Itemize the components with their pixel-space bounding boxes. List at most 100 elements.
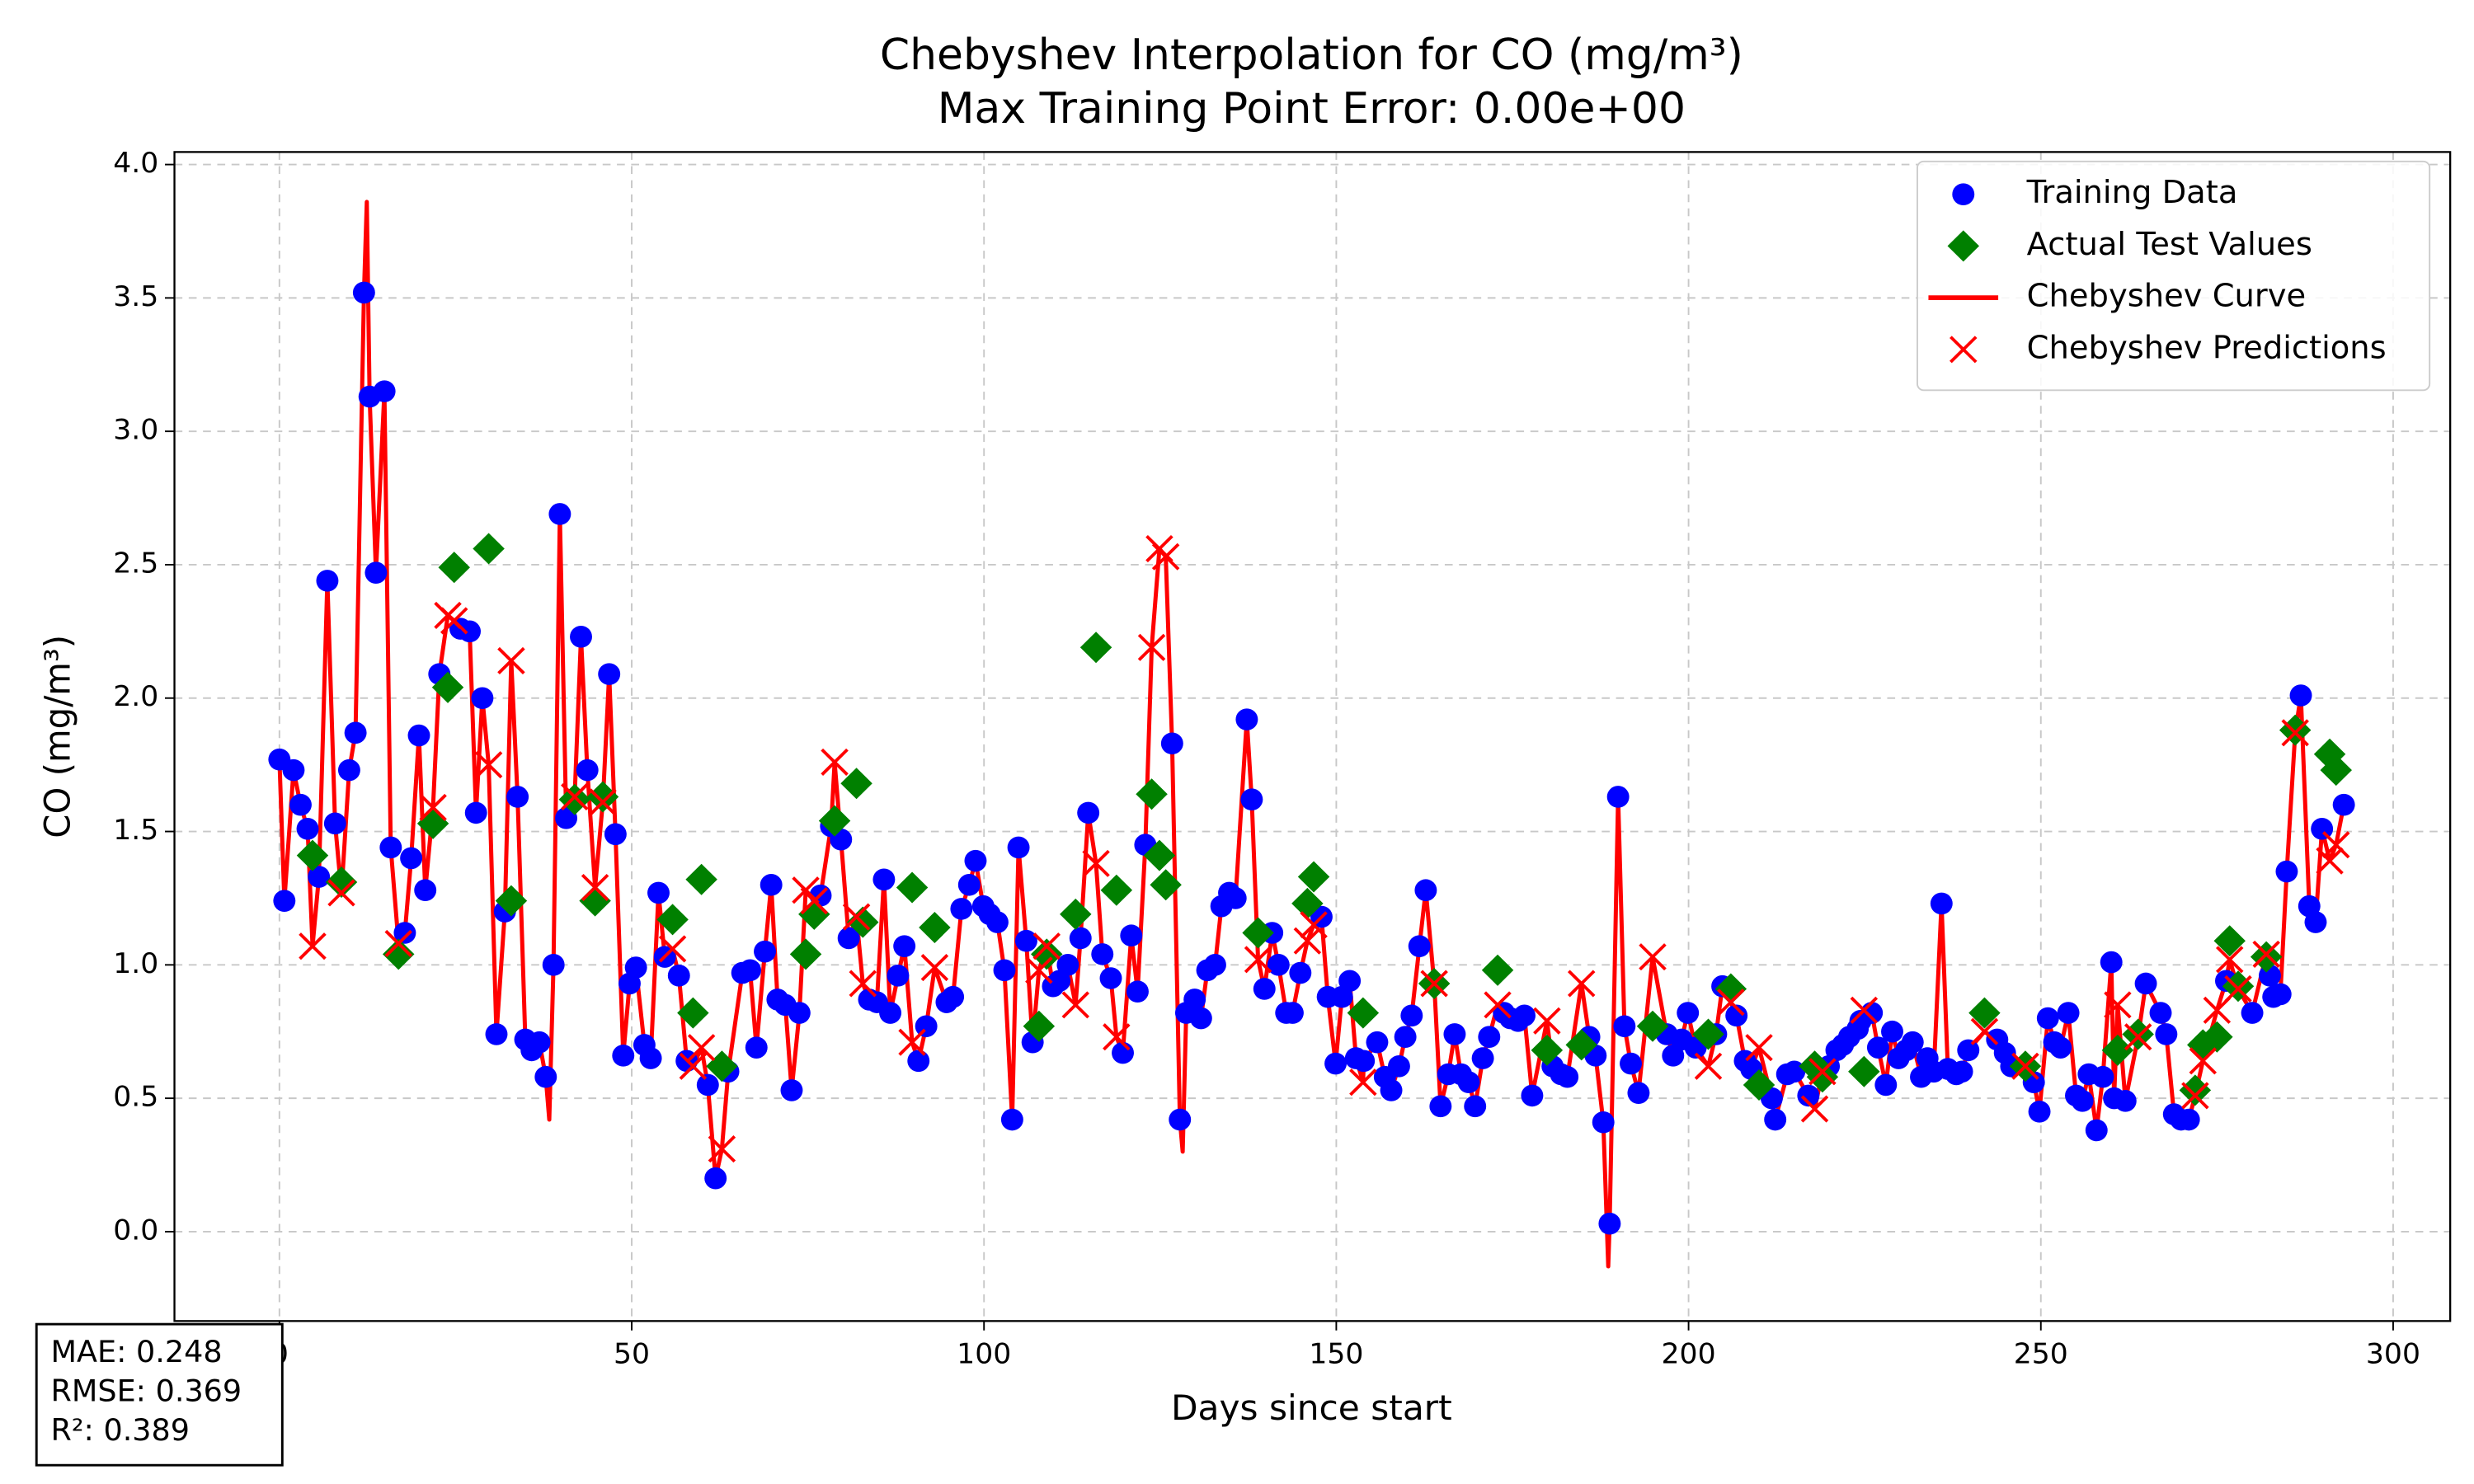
training-point xyxy=(1950,1060,1973,1083)
training-point xyxy=(1394,1026,1417,1049)
training-point xyxy=(1015,929,1037,952)
stat-text: R²: 0.389 xyxy=(51,1412,190,1448)
x-tick-label: 150 xyxy=(1309,1338,1363,1371)
training-point xyxy=(598,663,621,685)
training-point xyxy=(2241,1002,2264,1024)
training-point xyxy=(887,964,910,987)
training-point xyxy=(957,873,981,896)
training-point xyxy=(379,836,402,859)
chart-title: Chebyshev Interpolation for CO (mg/m³) xyxy=(880,31,1743,81)
training-point xyxy=(1387,1054,1410,1078)
x-tick-label: 100 xyxy=(957,1338,1011,1371)
test-point xyxy=(2201,1021,2233,1053)
training-point xyxy=(352,281,375,304)
prediction-point xyxy=(589,788,617,816)
y-axis-label: CO (mg/m³) xyxy=(37,635,78,838)
training-point xyxy=(534,1065,557,1088)
training-point xyxy=(1930,892,1953,915)
test-point xyxy=(1848,1055,1880,1087)
training-point xyxy=(2289,684,2312,707)
training-point xyxy=(667,964,690,987)
training-point xyxy=(1056,954,1079,976)
training-point xyxy=(942,985,965,1008)
training-point xyxy=(1677,1002,1700,1024)
training-point xyxy=(2134,972,2157,995)
training-point xyxy=(1606,786,1630,808)
y-tick-label: 2.0 xyxy=(113,680,158,713)
prediction-point xyxy=(384,929,412,958)
prediction-point xyxy=(1103,1023,1131,1051)
training-point xyxy=(1881,1020,1903,1043)
training-point xyxy=(745,1036,768,1059)
test-point xyxy=(1743,1068,1776,1101)
training-point xyxy=(548,503,571,525)
training-point xyxy=(1338,970,1362,993)
axes: 0501001502002503000.00.51.01.52.02.53.03… xyxy=(113,147,2420,1370)
prediction-point xyxy=(658,935,687,963)
training-point xyxy=(365,561,388,584)
training-point xyxy=(393,922,416,944)
prediction-point xyxy=(1808,1058,1837,1086)
training-point xyxy=(1478,1026,1501,1049)
training-point xyxy=(273,890,296,912)
legend: Training Data Actual Test Values Chebyshev… xyxy=(1917,160,2431,392)
test-point xyxy=(840,768,872,800)
legend-label: Actual Test Values xyxy=(2027,227,2312,263)
test-point xyxy=(1242,917,1274,949)
prediction-point xyxy=(920,954,949,982)
training-point xyxy=(1183,989,1206,1011)
training-point xyxy=(696,1073,719,1097)
training-point xyxy=(1866,1036,1889,1059)
stat-text: MAE: 0.248 xyxy=(51,1334,223,1369)
prediction-point xyxy=(708,1135,736,1163)
test-point xyxy=(579,885,611,917)
training-point xyxy=(400,847,423,870)
training-point xyxy=(837,927,860,950)
training-point xyxy=(308,866,331,888)
training-point xyxy=(1091,943,1114,965)
training-point xyxy=(506,786,529,808)
chart-subtitle: Max Training Point Error: 0.00e+00 xyxy=(938,84,1686,134)
prediction-point xyxy=(1717,989,1745,1017)
training-point xyxy=(704,1167,727,1190)
prediction-point xyxy=(1082,849,1110,877)
training-point xyxy=(2332,793,2355,816)
prediction-point xyxy=(2203,996,2232,1024)
prediction-point xyxy=(474,751,503,779)
test-point xyxy=(818,805,851,837)
training-point xyxy=(289,793,312,816)
prediction-point xyxy=(497,646,525,674)
test-point xyxy=(473,533,505,565)
training-point xyxy=(282,758,305,782)
training-point xyxy=(1203,954,1226,976)
training-point xyxy=(542,954,565,976)
prediction-point xyxy=(1533,1007,1561,1035)
training-point xyxy=(754,940,776,963)
training-point xyxy=(1627,1082,1650,1104)
test-point xyxy=(2320,754,2352,787)
prediction-point xyxy=(687,1034,716,1062)
training-point xyxy=(337,758,360,782)
x-tick-label: 300 xyxy=(2366,1338,2420,1371)
plot-frame xyxy=(173,151,2452,1322)
y-tick-label: 0.0 xyxy=(113,1214,158,1247)
training-point xyxy=(1281,1002,1304,1024)
prediction-point xyxy=(327,879,355,907)
training-point xyxy=(576,758,599,782)
prediction-point xyxy=(1137,633,1166,661)
test-point xyxy=(1100,874,1133,906)
training-point xyxy=(1099,967,1122,989)
training-point xyxy=(950,898,973,920)
prediction-point xyxy=(1639,943,1667,971)
training-point xyxy=(1464,1095,1487,1118)
training-point xyxy=(1443,1023,1466,1045)
training-point xyxy=(964,849,987,872)
prediction-point xyxy=(1484,991,1512,1019)
training-point xyxy=(2085,1119,2108,1142)
test-point xyxy=(2122,1018,2154,1050)
test-point xyxy=(1143,839,1176,871)
training-point xyxy=(1224,887,1247,909)
training-point xyxy=(1160,732,1183,755)
training-point xyxy=(1513,1004,1536,1027)
training-point xyxy=(2149,1002,2172,1024)
